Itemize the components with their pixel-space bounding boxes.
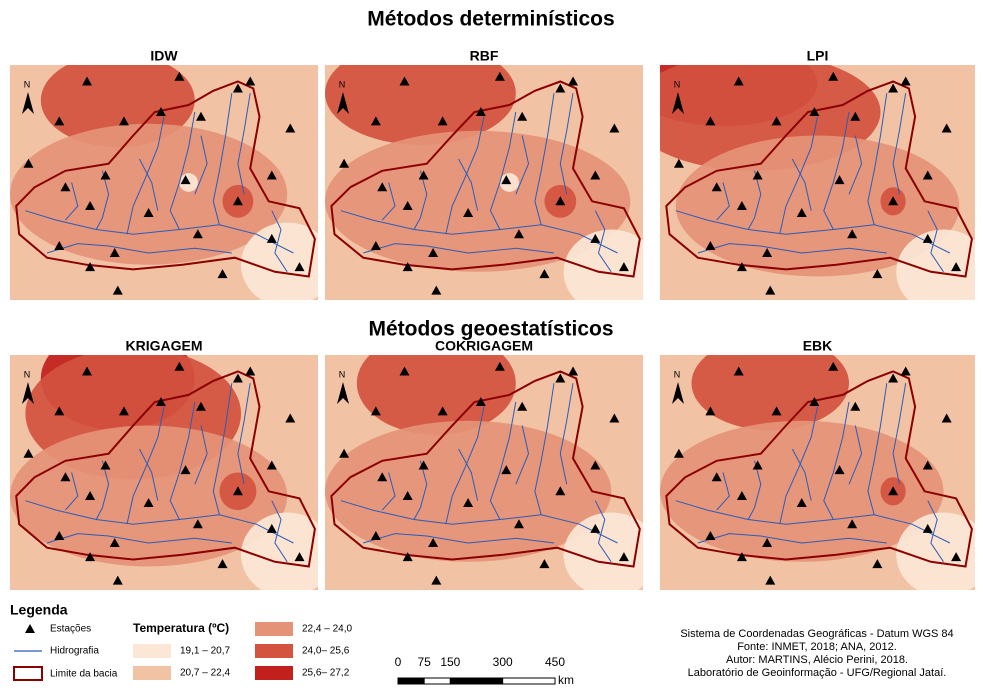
panel-title: EBK — [803, 338, 833, 354]
legend-swatch — [255, 622, 293, 636]
basin-symbol — [14, 667, 42, 680]
legend-swatch — [255, 666, 293, 680]
scale-segment — [450, 678, 502, 684]
legend-label: Limite da bacia — [50, 669, 118, 680]
scale-segment — [398, 678, 424, 684]
temperature-zone — [589, 65, 665, 159]
figure: Métodos determinísticos Métodos geoestat… — [0, 0, 983, 692]
scale-label: 450 — [545, 655, 565, 669]
legend-title: Legenda — [10, 602, 68, 618]
legend-label: Hidrografia — [50, 646, 99, 657]
panel-title: COKRIGAGEM — [435, 338, 533, 354]
temperature-zone — [256, 360, 330, 445]
legend-label: 20,7 – 22,4 — [180, 668, 230, 679]
map-panel: N — [629, 42, 983, 315]
legend-subtitle: Temperatura (ºC) — [133, 621, 229, 635]
legend-label: 25,6– 27,2 — [302, 668, 350, 679]
legend-label: 24,0– 25,6 — [302, 646, 350, 657]
legend-swatch — [255, 644, 293, 658]
panel-title: LPI — [807, 48, 829, 64]
scale-segment — [424, 678, 450, 684]
north-label: N — [674, 79, 681, 89]
panel-title: KRIGAGEM — [126, 338, 203, 354]
legend-swatch — [133, 666, 171, 680]
station-symbol — [25, 624, 35, 633]
north-label: N — [24, 79, 31, 89]
north-label: N — [24, 369, 31, 379]
panel-title: IDW — [150, 48, 178, 64]
legend-label: Estações — [50, 624, 91, 635]
scale-label: 0 — [395, 655, 402, 669]
legend-label: 19,1 – 20,7 — [180, 646, 230, 657]
scale-label: 300 — [493, 655, 513, 669]
map-panel: N — [10, 327, 333, 597]
credits: Sistema de Coordenadas Geográficas - Dat… — [680, 628, 953, 679]
scale-segment — [503, 678, 555, 684]
section-title: Métodos determinísticos — [367, 8, 614, 31]
scale-bar: 0 75 150 300 450 km — [395, 655, 574, 687]
scale-label: 75 — [417, 655, 431, 669]
temperature-zone — [579, 360, 655, 445]
north-label: N — [674, 369, 681, 379]
panel-title: RBF — [470, 48, 499, 64]
map-panel: N — [325, 41, 665, 314]
map-panel: N — [325, 332, 659, 598]
north-label: N — [339, 79, 346, 89]
map-panel: N — [660, 336, 983, 597]
credit-line: Sistema de Coordenadas Geográficas - Dat… — [680, 628, 953, 640]
credit-line: Autor: MARTINS, Alécio Perini, 2018. — [726, 654, 908, 666]
legend-label: 22,4 – 24,0 — [302, 624, 352, 635]
legend-swatch — [133, 644, 171, 658]
scale-label: 150 — [440, 655, 460, 669]
scale-unit: km — [558, 673, 574, 687]
credit-line: Laboratório de Geoinformação - UFG/Regio… — [688, 667, 947, 679]
credit-line: Fonte: INMET, 2018; ANA, 2012. — [737, 641, 897, 653]
page: Métodos determinísticos Métodos geoestat… — [0, 0, 983, 692]
map-panel: N — [10, 53, 333, 307]
north-label: N — [339, 369, 346, 379]
